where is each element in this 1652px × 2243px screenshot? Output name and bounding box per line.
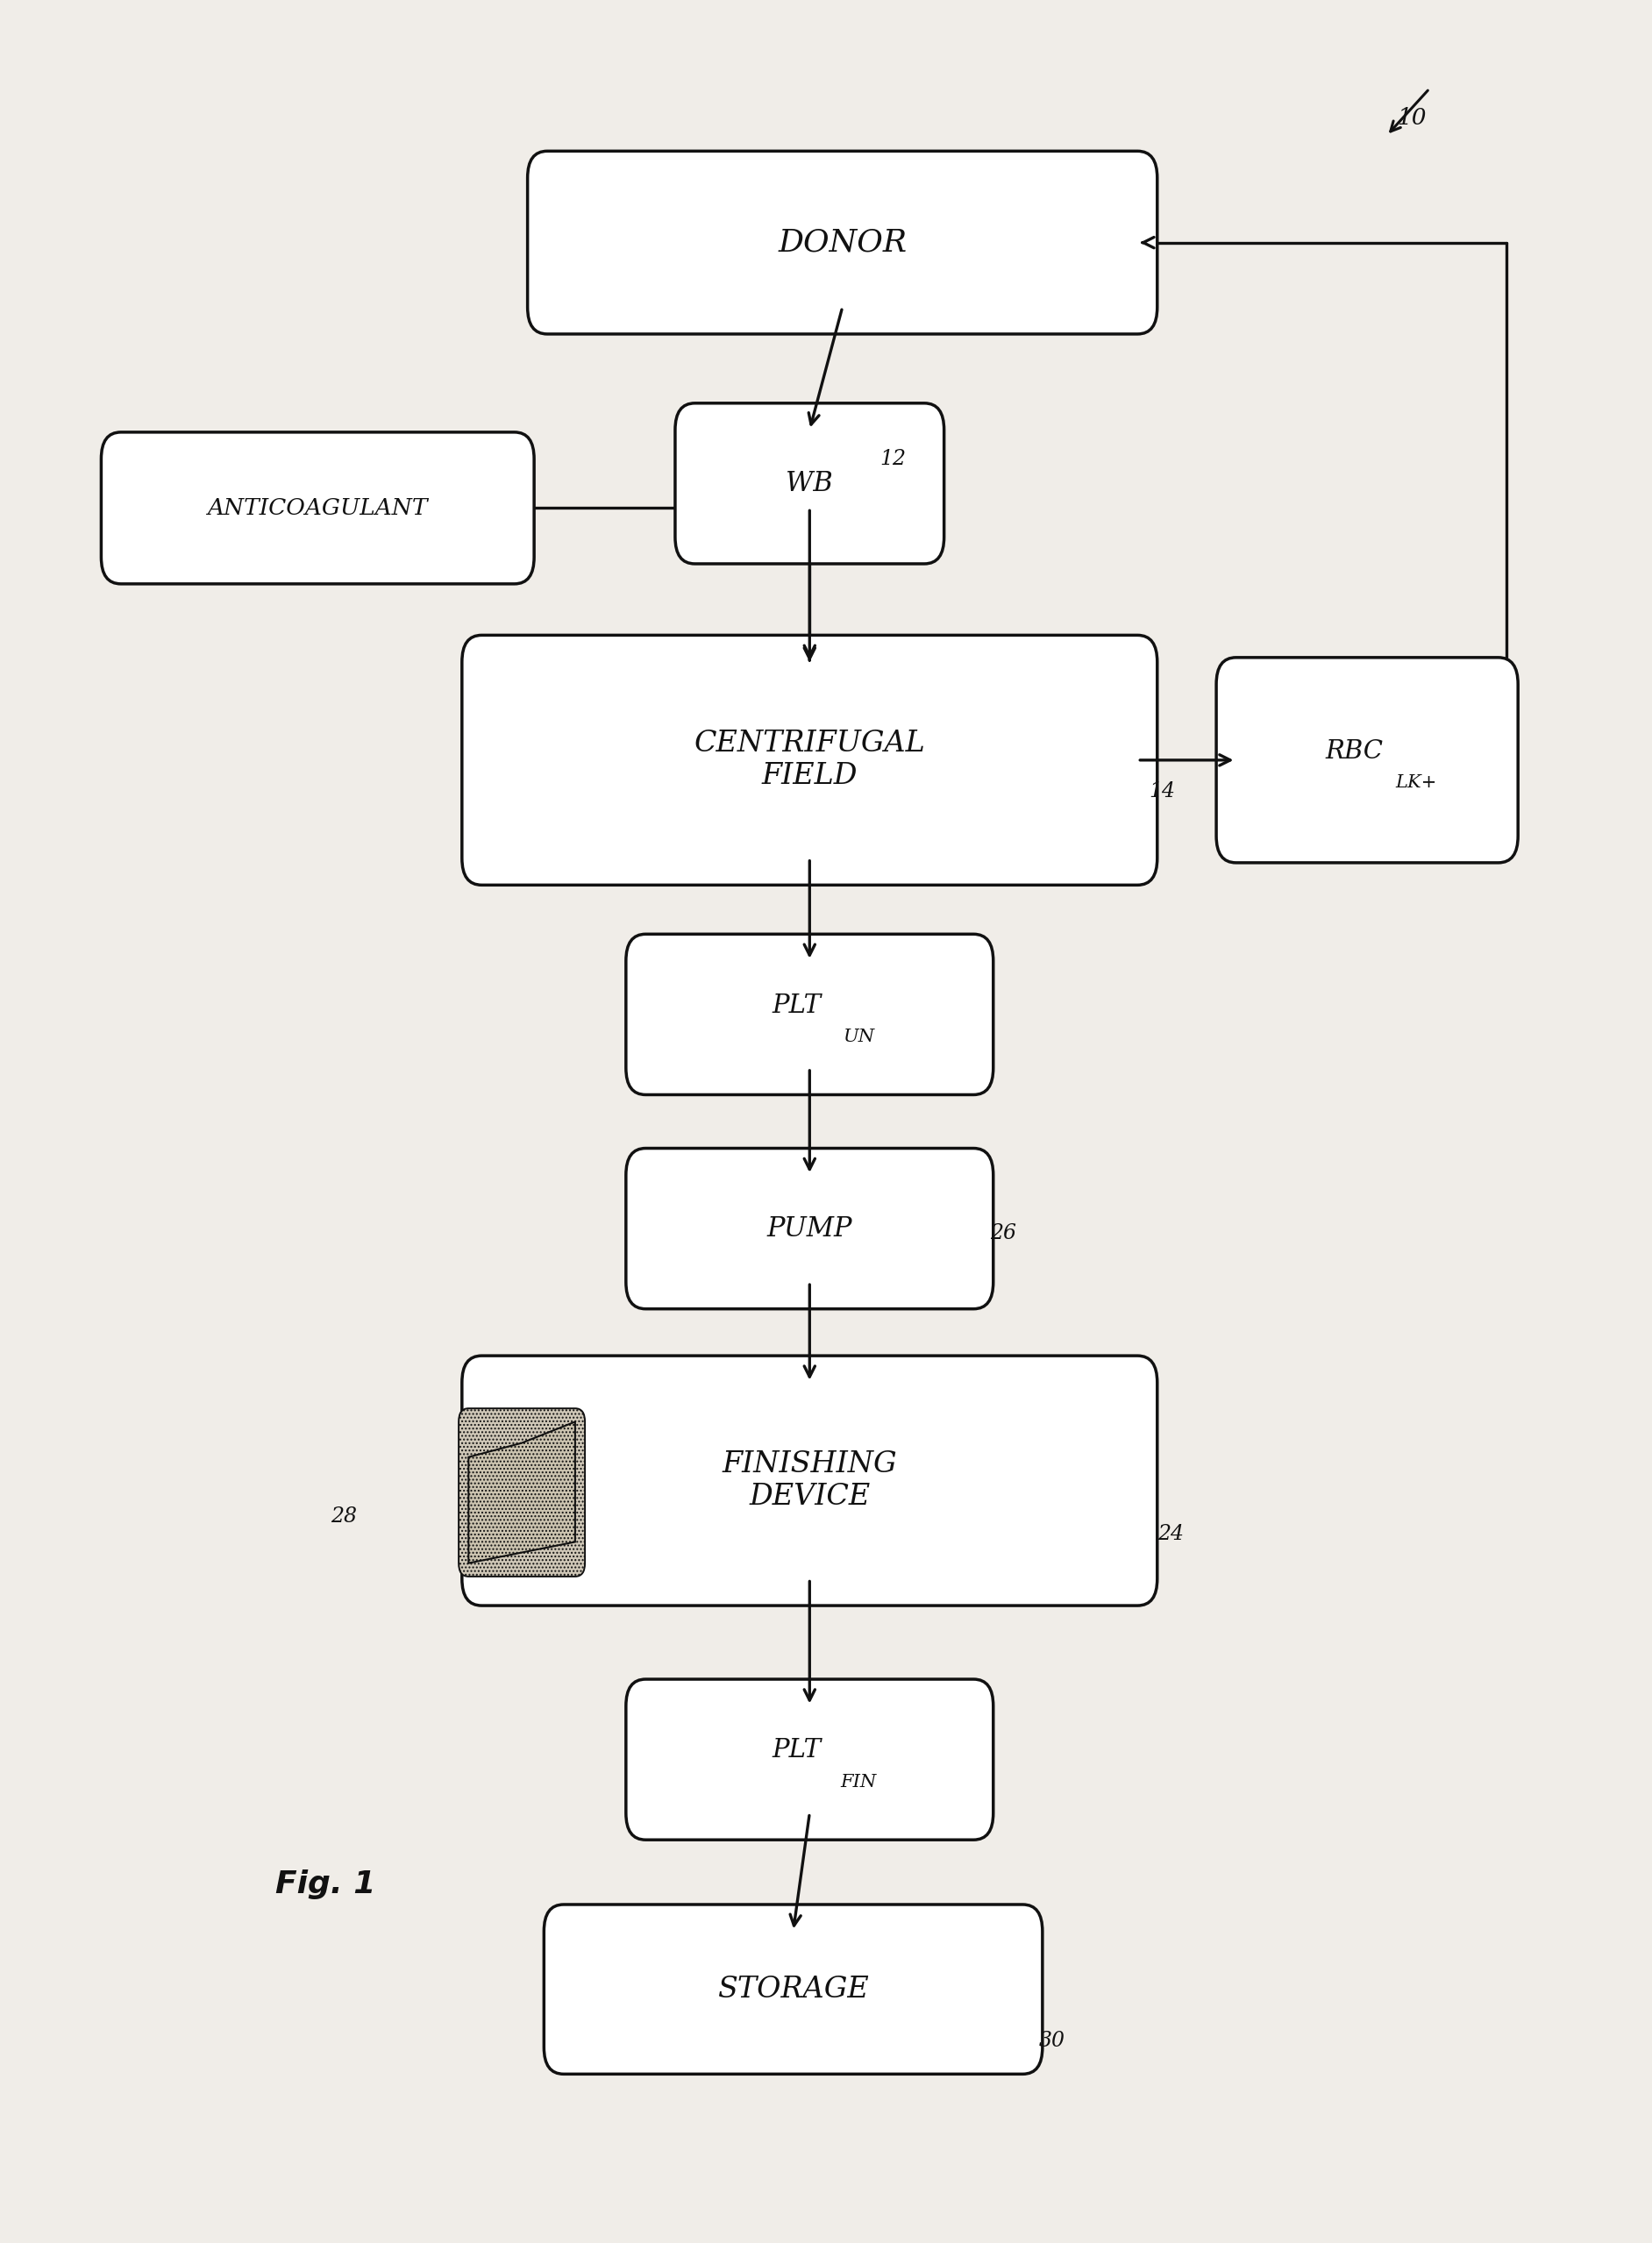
Text: UN: UN bbox=[843, 1027, 874, 1045]
FancyBboxPatch shape bbox=[544, 1904, 1042, 2075]
Text: PUMP: PUMP bbox=[767, 1216, 852, 1243]
Text: STORAGE: STORAGE bbox=[717, 1976, 869, 2003]
Text: 30: 30 bbox=[1039, 2030, 1066, 2050]
FancyBboxPatch shape bbox=[527, 150, 1158, 334]
FancyBboxPatch shape bbox=[463, 1355, 1158, 1606]
Polygon shape bbox=[469, 1422, 575, 1563]
Text: FINISHING
DEVICE: FINISHING DEVICE bbox=[722, 1451, 897, 1512]
Text: PLT: PLT bbox=[771, 1738, 821, 1763]
FancyBboxPatch shape bbox=[626, 1680, 993, 1839]
Text: RBC: RBC bbox=[1325, 738, 1383, 763]
Text: CENTRIFUGAL
FIELD: CENTRIFUGAL FIELD bbox=[694, 729, 925, 790]
Text: 14: 14 bbox=[1150, 781, 1175, 801]
Text: 12: 12 bbox=[881, 449, 907, 469]
Text: FIN: FIN bbox=[841, 1774, 877, 1790]
FancyBboxPatch shape bbox=[101, 433, 534, 583]
FancyBboxPatch shape bbox=[626, 933, 993, 1095]
Text: WB: WB bbox=[786, 469, 833, 498]
FancyBboxPatch shape bbox=[463, 635, 1158, 886]
Text: DONOR: DONOR bbox=[778, 227, 907, 258]
Text: 26: 26 bbox=[990, 1222, 1016, 1243]
Text: Fig. 1: Fig. 1 bbox=[276, 1868, 377, 1900]
Text: 24: 24 bbox=[1158, 1523, 1183, 1543]
Text: ANTICOAGULANT: ANTICOAGULANT bbox=[208, 498, 428, 518]
Text: 28: 28 bbox=[330, 1507, 357, 1527]
Text: PLT: PLT bbox=[771, 994, 821, 1018]
Text: 10: 10 bbox=[1396, 108, 1426, 128]
FancyBboxPatch shape bbox=[676, 404, 943, 563]
Text: LK+: LK+ bbox=[1396, 774, 1437, 792]
FancyBboxPatch shape bbox=[626, 1148, 993, 1310]
FancyBboxPatch shape bbox=[1216, 657, 1518, 864]
FancyBboxPatch shape bbox=[459, 1409, 585, 1577]
